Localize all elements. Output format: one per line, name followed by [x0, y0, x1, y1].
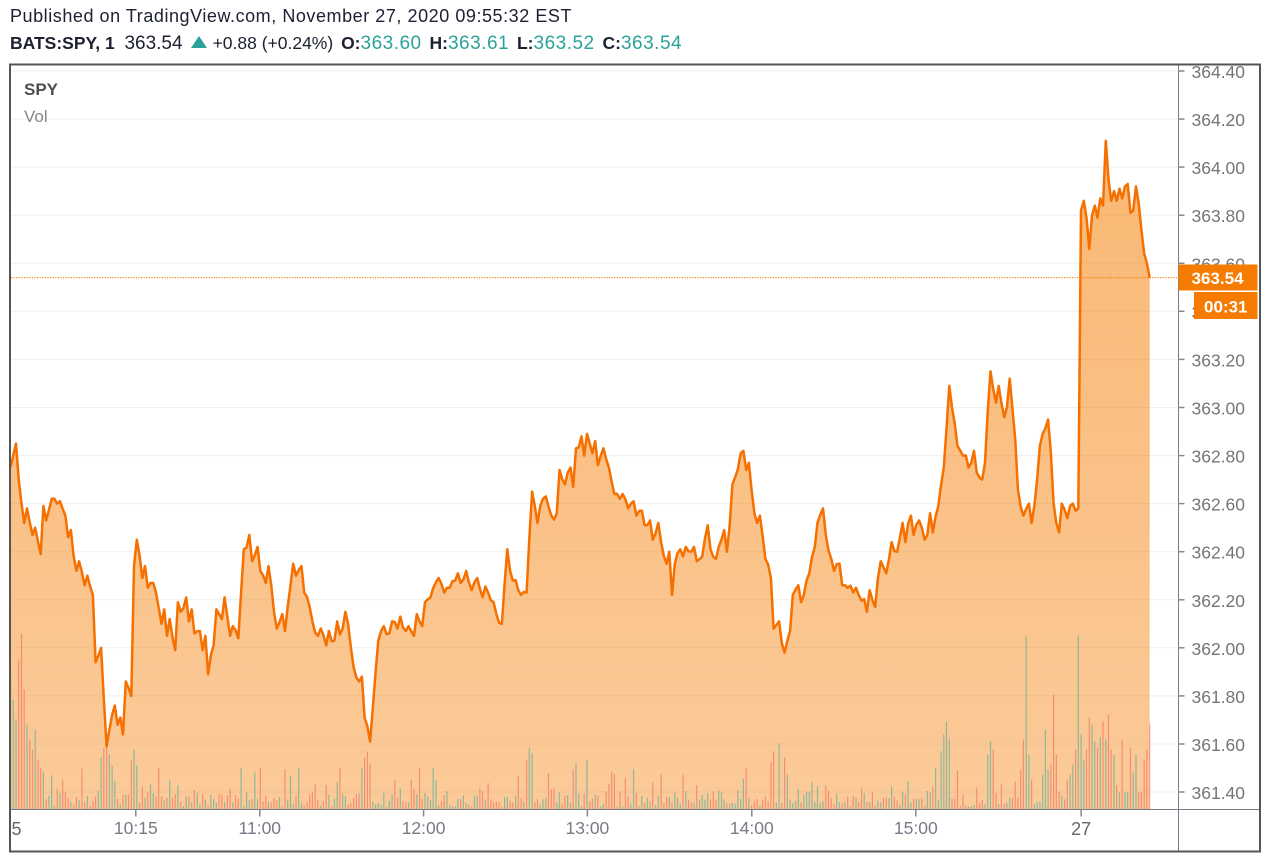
- svg-text:363.00: 363.00: [1192, 399, 1246, 419]
- svg-text:362.60: 362.60: [1192, 495, 1246, 515]
- svg-text:362.80: 362.80: [1192, 447, 1246, 467]
- svg-text:362.40: 362.40: [1192, 543, 1246, 563]
- svg-text:361.80: 361.80: [1192, 687, 1246, 707]
- svg-text:363.80: 363.80: [1192, 206, 1246, 226]
- svg-text:361.60: 361.60: [1192, 735, 1246, 755]
- svg-text:14:00: 14:00: [730, 818, 774, 838]
- svg-text:363.54: 363.54: [1192, 269, 1245, 288]
- svg-text:364.00: 364.00: [1192, 158, 1246, 178]
- svg-text:27: 27: [1071, 819, 1091, 839]
- svg-text:5: 5: [12, 819, 22, 839]
- svg-text:15:00: 15:00: [894, 818, 938, 838]
- svg-text:13:00: 13:00: [566, 818, 610, 838]
- svg-text:Vol: Vol: [24, 107, 48, 126]
- svg-text:12:00: 12:00: [402, 818, 446, 838]
- svg-text:SPY: SPY: [24, 80, 59, 99]
- svg-text:364.20: 364.20: [1192, 110, 1246, 130]
- svg-text:362.20: 362.20: [1192, 591, 1246, 611]
- svg-text:362.00: 362.00: [1192, 639, 1246, 659]
- svg-text:361.40: 361.40: [1192, 783, 1246, 803]
- svg-text:11:00: 11:00: [239, 818, 282, 838]
- svg-text:364.40: 364.40: [1192, 62, 1246, 82]
- svg-text:10:15: 10:15: [114, 818, 158, 838]
- svg-text:00:31: 00:31: [1204, 298, 1247, 317]
- svg-text:363.20: 363.20: [1192, 350, 1246, 370]
